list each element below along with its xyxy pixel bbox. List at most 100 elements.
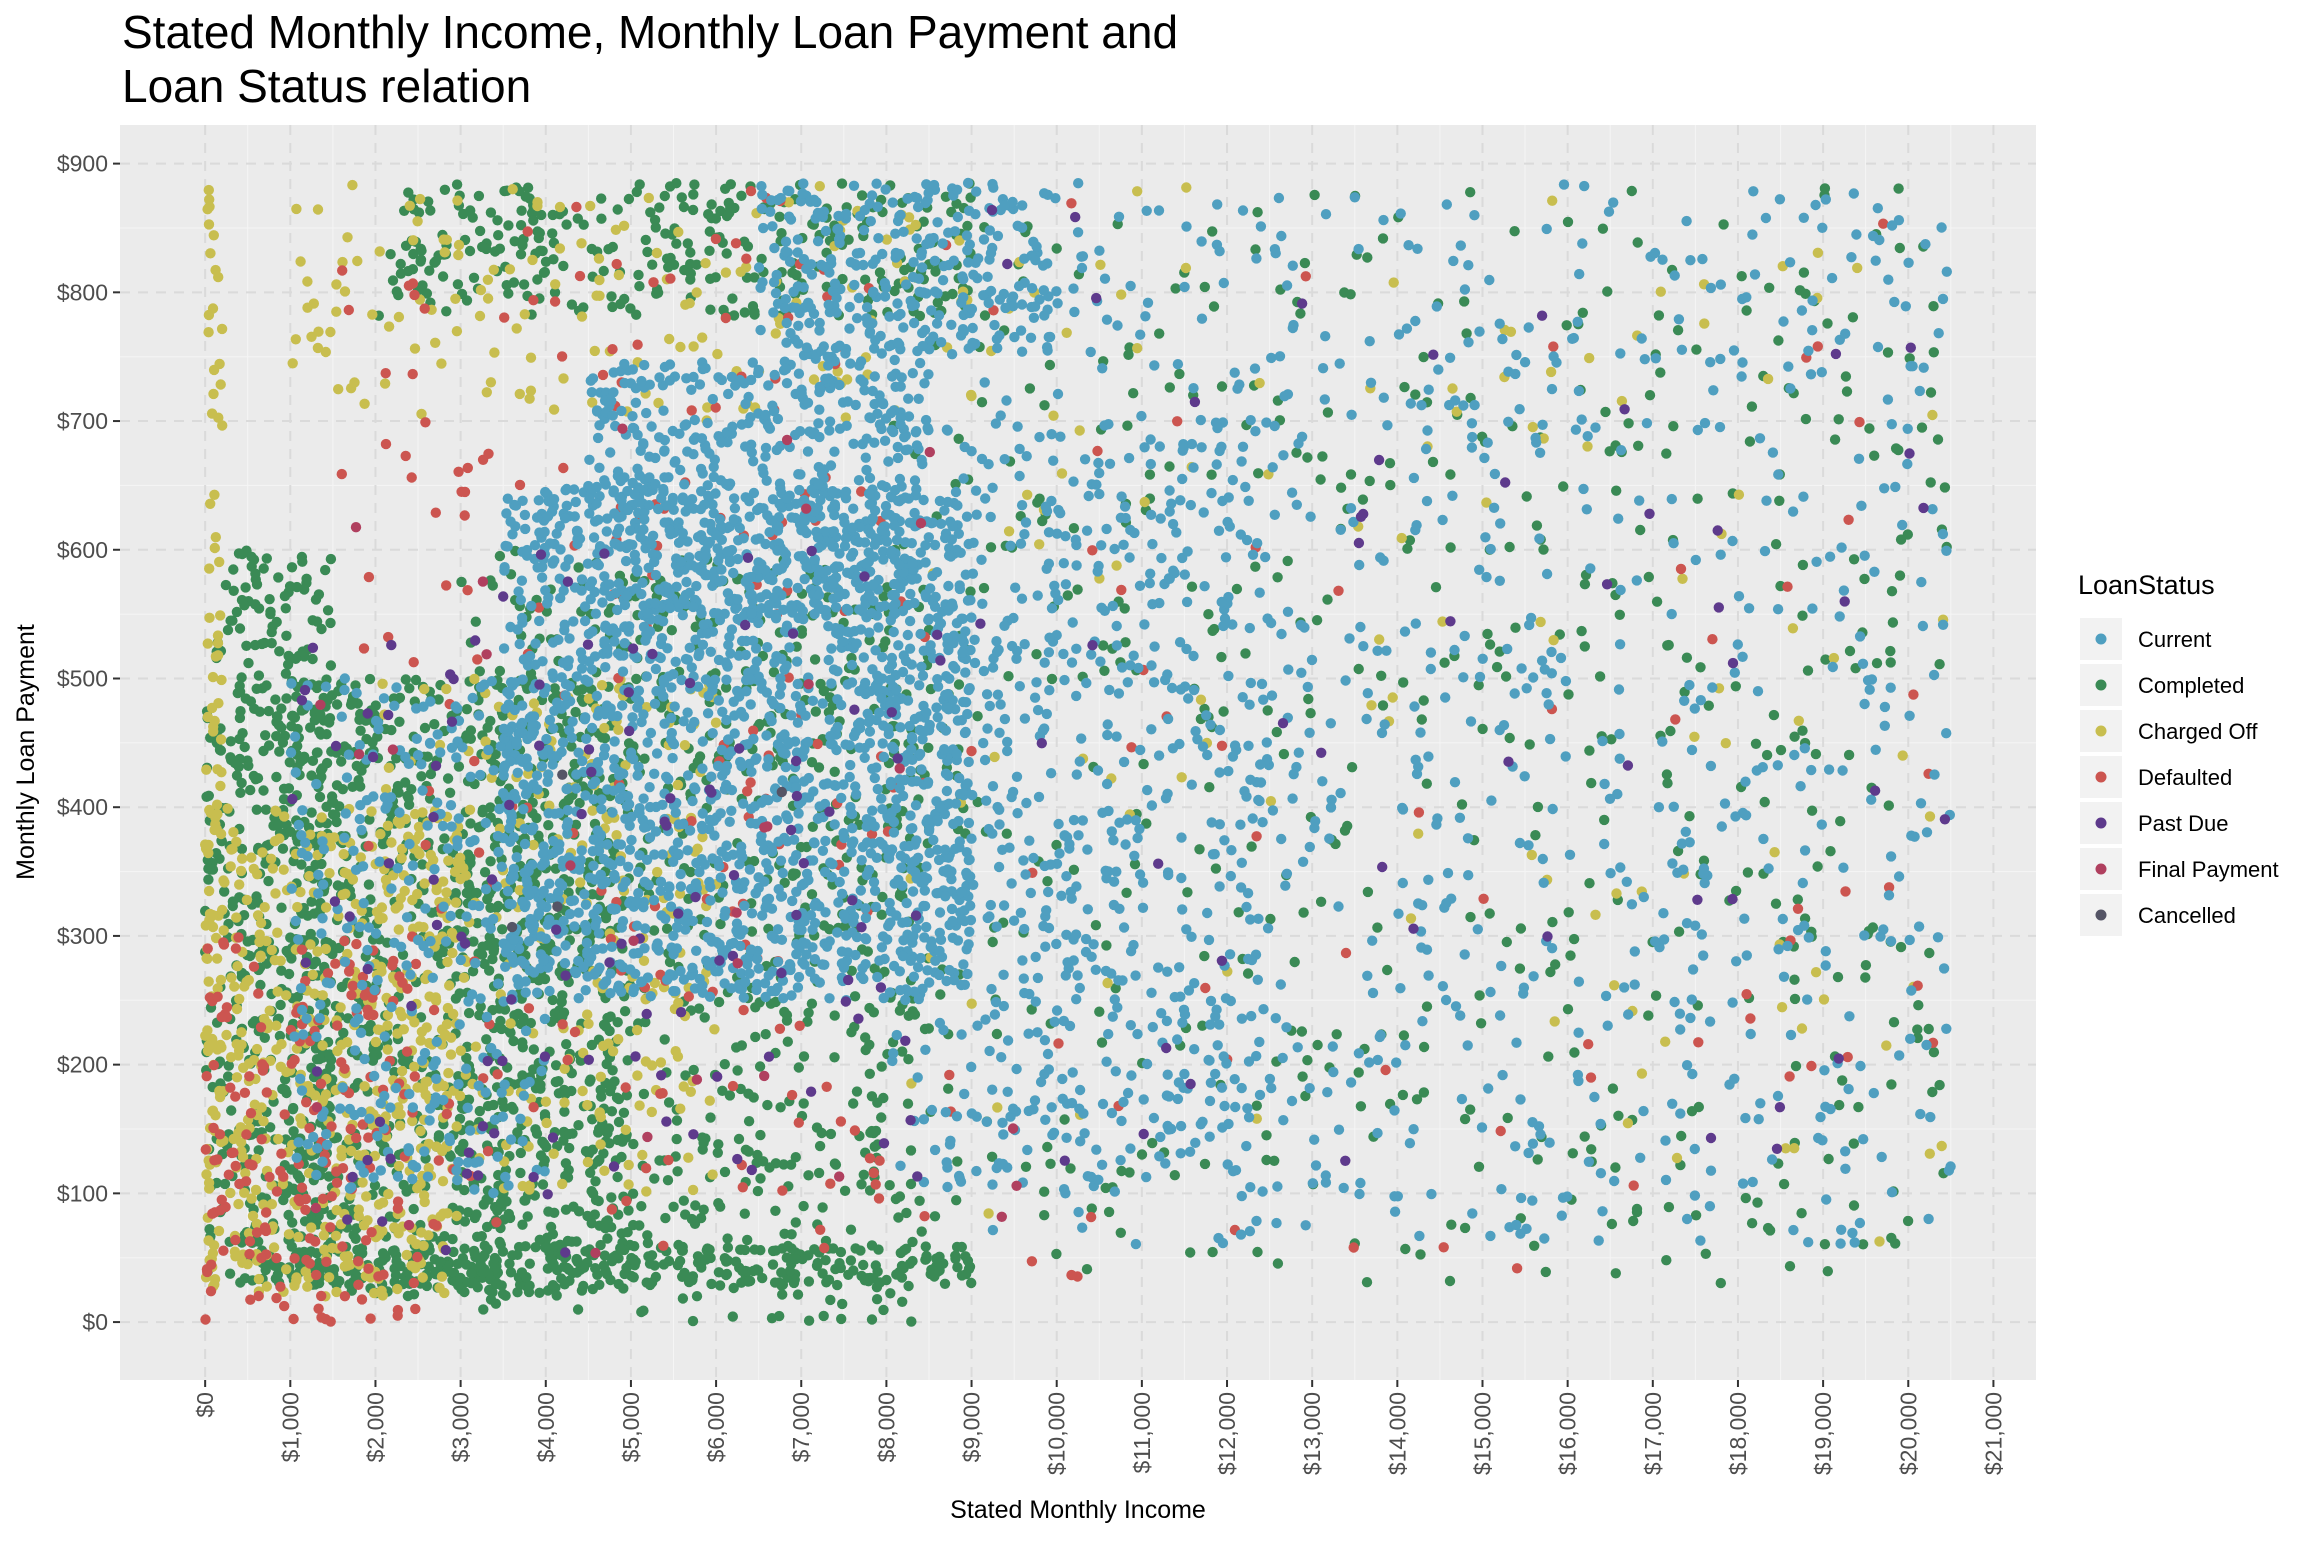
data-point <box>680 740 690 750</box>
data-point <box>748 301 758 311</box>
data-point <box>204 1040 214 1050</box>
data-point <box>601 913 611 923</box>
data-point <box>301 1255 311 1265</box>
data-point <box>411 959 421 969</box>
data-point <box>552 1290 562 1300</box>
data-point <box>1374 634 1384 644</box>
data-point <box>614 1279 624 1289</box>
data-point <box>266 854 276 864</box>
data-point <box>247 561 257 571</box>
data-point <box>1789 1143 1799 1153</box>
data-point <box>647 1060 657 1070</box>
data-point <box>523 1211 533 1221</box>
data-point <box>314 589 324 599</box>
data-point <box>233 932 243 942</box>
data-point <box>629 1255 639 1265</box>
data-point <box>582 1009 592 1019</box>
data-point <box>1240 648 1250 658</box>
data-point <box>458 1139 468 1149</box>
data-point <box>527 255 537 265</box>
data-point <box>1913 1000 1923 1010</box>
data-point <box>1045 360 1055 370</box>
data-point <box>1598 224 1608 234</box>
data-point <box>421 840 431 850</box>
data-point <box>246 1108 256 1118</box>
data-point <box>402 1046 412 1056</box>
data-point <box>261 1265 271 1275</box>
data-point <box>289 1055 299 1065</box>
data-point <box>1302 1055 1312 1065</box>
data-point <box>1062 328 1072 338</box>
data-point <box>1661 1255 1671 1265</box>
data-point <box>351 1234 361 1244</box>
data-point <box>895 1191 905 1201</box>
data-point <box>1691 344 1701 354</box>
data-point <box>810 654 820 664</box>
data-point <box>208 722 218 732</box>
data-point <box>236 866 246 876</box>
data-point <box>519 279 529 289</box>
data-point <box>255 707 265 717</box>
data-point <box>663 1175 673 1185</box>
data-point <box>405 201 415 211</box>
data-point <box>209 1060 219 1070</box>
data-point <box>337 1145 347 1155</box>
data-point <box>381 875 391 885</box>
data-point <box>673 227 683 237</box>
data-point <box>331 1231 341 1241</box>
data-point <box>528 295 538 305</box>
data-point <box>246 852 256 862</box>
data-point <box>410 1071 420 1081</box>
data-point <box>459 1244 469 1254</box>
data-point <box>1568 1148 1578 1158</box>
data-point <box>462 585 472 595</box>
data-point <box>477 242 487 252</box>
data-point <box>1414 807 1424 817</box>
data-point <box>1785 1261 1795 1271</box>
data-point <box>214 1086 224 1096</box>
data-point <box>316 1291 326 1301</box>
data-point <box>208 1248 218 1258</box>
data-point <box>815 1141 825 1151</box>
data-point <box>1633 441 1643 451</box>
data-point <box>354 1204 364 1214</box>
data-point <box>1445 469 1455 479</box>
data-point <box>874 1193 884 1203</box>
data-point <box>275 1166 285 1176</box>
data-point <box>497 924 507 934</box>
data-point <box>529 698 539 708</box>
data-point <box>1887 586 1897 596</box>
data-point <box>505 264 515 274</box>
data-point <box>339 1064 349 1074</box>
data-point <box>583 1019 593 1029</box>
data-point <box>597 732 607 742</box>
data-point <box>1790 994 1800 1004</box>
data-point <box>1422 1001 1432 1011</box>
data-point <box>1345 289 1355 299</box>
data-point <box>486 207 496 217</box>
data-point <box>324 868 334 878</box>
data-point <box>594 275 604 285</box>
data-point <box>1830 434 1840 444</box>
data-point <box>1687 1106 1697 1116</box>
data-point <box>1116 1166 1126 1176</box>
data-point <box>357 1294 367 1304</box>
data-point <box>825 1295 835 1305</box>
data-point <box>1439 1242 1449 1252</box>
data-point <box>217 1012 227 1022</box>
data-point <box>787 1090 797 1100</box>
data-point <box>205 248 215 258</box>
data-point <box>700 1012 710 1022</box>
data-point <box>1623 418 1633 428</box>
data-point <box>962 221 972 231</box>
data-point <box>416 255 426 265</box>
data-point <box>1541 1267 1551 1277</box>
data-point <box>667 625 677 635</box>
data-point <box>495 1237 505 1247</box>
data-point <box>439 833 449 843</box>
data-point <box>381 368 391 378</box>
data-point <box>518 1181 528 1191</box>
data-point <box>1564 907 1574 917</box>
data-point <box>1194 844 1204 854</box>
data-point <box>573 1304 583 1314</box>
